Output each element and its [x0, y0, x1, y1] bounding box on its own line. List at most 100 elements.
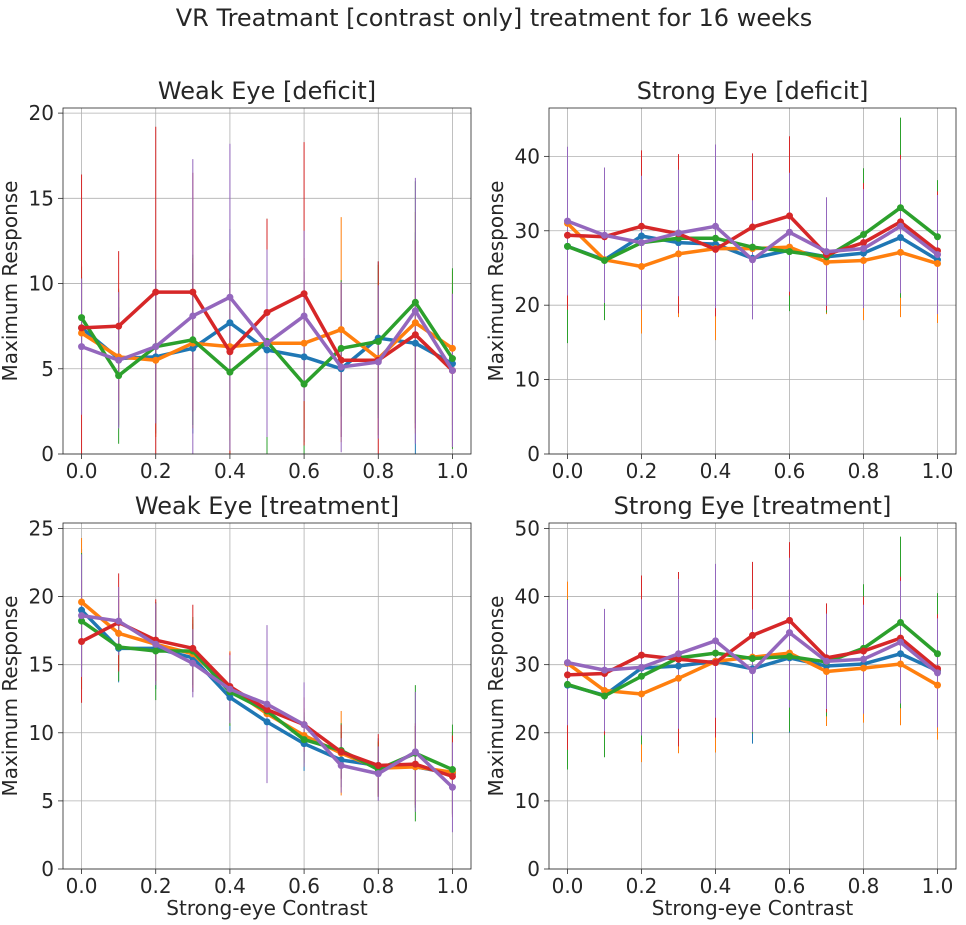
data-point — [300, 736, 308, 744]
y-tick-label: 0 — [527, 857, 540, 881]
y-tick-label: 30 — [515, 219, 540, 243]
data-point — [749, 655, 756, 663]
data-point — [934, 650, 941, 658]
data-point — [337, 748, 345, 756]
data-point — [749, 223, 756, 231]
data-point — [411, 331, 419, 339]
data-point — [115, 617, 123, 625]
y-axis-label: Maximum Response — [484, 596, 508, 797]
data-point — [934, 260, 941, 268]
data-point — [897, 638, 904, 646]
data-point — [749, 631, 756, 639]
y-tick-label: 5 — [41, 789, 54, 813]
x-tick-label: 0.2 — [140, 874, 172, 898]
data-point — [226, 368, 234, 376]
data-point — [189, 288, 197, 296]
data-point — [78, 612, 86, 620]
data-point — [786, 616, 793, 624]
data-point — [675, 229, 682, 237]
data-point — [78, 606, 86, 614]
data-point — [564, 680, 571, 688]
data-point — [675, 662, 682, 670]
y-axis-label: Maximum Response — [0, 181, 22, 382]
panel-0: 0.0 0.2 0.4 0.6 0.8 1.0 0 5 10 15 20 Weak Eye [defi… — [0, 77, 472, 483]
data-point — [152, 647, 160, 655]
data-point — [675, 250, 682, 258]
data-point — [712, 222, 719, 230]
x-tick-label: 0.4 — [214, 459, 246, 483]
panel-title: Strong Eye [treatment] — [614, 492, 892, 520]
y-tick-label: 5 — [41, 357, 54, 381]
data-point — [263, 706, 271, 714]
x-tick-label: 0.4 — [214, 874, 246, 898]
data-point — [411, 319, 419, 327]
data-point — [226, 693, 234, 701]
data-point — [897, 248, 904, 256]
data-point — [786, 228, 793, 236]
data-point — [448, 783, 456, 791]
x-tick-label: 0.8 — [362, 874, 394, 898]
data-point — [675, 650, 682, 658]
x-tick-label: 1.0 — [437, 874, 469, 898]
data-point — [226, 293, 234, 301]
data-point — [337, 761, 345, 769]
data-point — [78, 329, 86, 337]
data-point — [564, 671, 571, 679]
data-point — [897, 233, 904, 241]
data-point — [263, 309, 271, 317]
y-tick-label: 25 — [29, 516, 54, 540]
y-tick-label: 20 — [515, 721, 540, 745]
data-point — [78, 617, 86, 625]
data-point — [263, 700, 271, 708]
data-point — [823, 657, 830, 665]
data-point — [860, 245, 867, 253]
x-tick-label: 0.6 — [288, 459, 320, 483]
data-point — [860, 230, 867, 238]
data-point — [712, 245, 719, 253]
data-point — [226, 685, 234, 693]
data-point — [601, 692, 608, 700]
data-point — [860, 647, 867, 655]
x-tick-label: 0.8 — [848, 459, 880, 483]
data-point — [411, 760, 419, 768]
data-point — [601, 231, 608, 239]
x-axis-label: Strong-eye Contrast — [166, 896, 368, 920]
panel-3: 0.0 0.2 0.4 0.6 0.8 1.0 0 10 20 30 40 50 Strong Eye … — [484, 492, 957, 920]
data-point — [749, 667, 756, 675]
x-tick-label: 0.4 — [700, 459, 732, 483]
data-point — [860, 239, 867, 247]
data-point — [152, 288, 160, 296]
x-tick-label: 0.2 — [626, 459, 658, 483]
data-point — [263, 346, 271, 354]
x-tick-label: 0.2 — [626, 874, 658, 898]
data-point — [300, 721, 308, 729]
data-point — [712, 637, 719, 645]
data-point — [189, 312, 197, 320]
data-point — [226, 348, 234, 356]
y-tick-label: 20 — [29, 101, 54, 125]
data-point — [638, 690, 645, 698]
y-tick-label: 0 — [41, 857, 54, 881]
data-point — [638, 239, 645, 247]
panel-1: 0.0 0.2 0.4 0.6 0.8 1.0 0 10 20 30 40 Strong Eye [d… — [484, 77, 957, 483]
data-point — [823, 667, 830, 675]
data-point — [374, 761, 382, 769]
y-tick-label: 10 — [515, 789, 540, 813]
axes-frame — [548, 522, 957, 870]
data-point — [564, 242, 571, 250]
data-point — [448, 355, 456, 363]
data-point — [337, 344, 345, 352]
panel-2: 0.0 0.2 0.4 0.6 0.8 1.0 0 5 10 15 20 25 Weak Eye [tr… — [0, 492, 472, 920]
data-point — [263, 339, 271, 347]
data-point — [638, 232, 645, 240]
data-point — [564, 217, 571, 225]
panel-title: Weak Eye [treatment] — [135, 492, 399, 520]
y-tick-label: 40 — [515, 585, 540, 609]
data-point — [448, 766, 456, 774]
data-point — [78, 638, 86, 646]
data-point — [411, 748, 419, 756]
data-point — [934, 233, 941, 241]
panel-title: Strong Eye [deficit] — [637, 77, 869, 105]
data-point — [448, 366, 456, 374]
data-point — [638, 262, 645, 270]
